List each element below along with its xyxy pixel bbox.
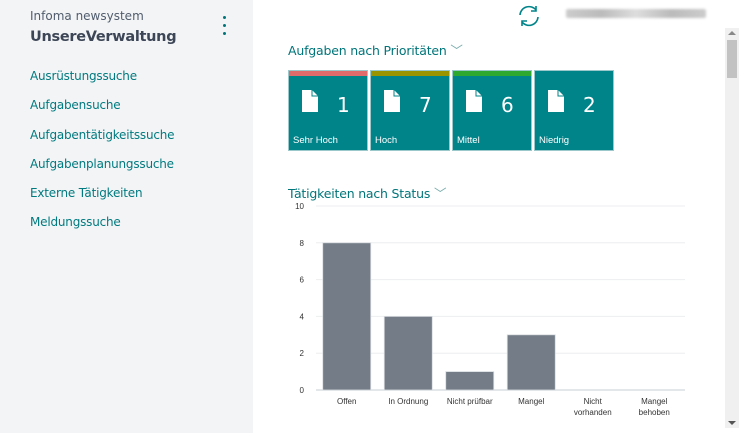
priority-count: 1: [337, 93, 350, 117]
priority-label: Sehr Hoch: [293, 135, 338, 146]
priority-count: 6: [501, 93, 514, 117]
x-tick-label: vorhanden: [574, 408, 612, 417]
priority-label: Mittel: [457, 135, 480, 146]
sidebar-nav: Ausrüstungssuche Aufgabensuche Aufgabent…: [30, 68, 175, 244]
refresh-icon[interactable]: [517, 5, 541, 27]
priority-count: 2: [583, 93, 596, 117]
priority-tile[interactable]: 7 Hoch: [370, 70, 450, 151]
bar[interactable]: [506, 334, 556, 391]
sidebar-item-aufgabensuche[interactable]: Aufgabensuche: [30, 98, 121, 113]
scroll-down-icon[interactable]: [728, 421, 736, 425]
priority-tile[interactable]: 2 Niedrig: [534, 70, 614, 151]
y-tick-label: 6: [300, 276, 305, 285]
sidebar: Infoma newsystem UnsereVerwaltung Ausrüs…: [0, 0, 253, 433]
priorities-title: Aufgaben nach Prioritäten: [288, 43, 447, 58]
priority-label: Niedrig: [539, 135, 570, 146]
scroll-up-icon[interactable]: [728, 31, 736, 35]
y-tick-label: 10: [295, 202, 304, 211]
bar[interactable]: [445, 371, 495, 391]
x-tick-label: In Ordnung: [388, 397, 428, 406]
sidebar-item-aufgabenplanungssuche[interactable]: Aufgabenplanungssuche: [30, 156, 174, 171]
user-menu[interactable]: [566, 9, 706, 18]
main-content: Aufgaben nach Prioritäten ﹀ 1 Sehr Hoch 7 H…: [253, 0, 739, 433]
x-tick-label: Nicht: [584, 397, 603, 406]
x-tick-label: Offen: [337, 397, 356, 406]
document-icon: [302, 90, 318, 112]
document-icon: [548, 90, 564, 112]
app-name: Infoma newsystem: [30, 9, 144, 23]
scrollbar[interactable]: [725, 28, 739, 428]
priority-color-bar: [453, 71, 531, 76]
document-icon: [466, 90, 482, 112]
bar[interactable]: [322, 242, 372, 391]
status-chart-heading[interactable]: Tätigkeiten nach Status ﹀: [288, 183, 446, 202]
priority-tile[interactable]: 1 Sehr Hoch: [288, 70, 368, 151]
priority-label: Hoch: [375, 135, 398, 146]
scrollbar-thumb[interactable]: [727, 40, 737, 78]
x-tick-label: Nicht prüfbar: [447, 397, 493, 406]
x-tick-label: Mangel: [518, 397, 544, 406]
priority-color-bar: [289, 71, 367, 76]
more-options-icon[interactable]: [220, 16, 228, 40]
priority-color-bar: [371, 71, 449, 76]
status-chart-title: Tätigkeiten nach Status: [288, 186, 431, 201]
priority-tile[interactable]: 6 Mittel: [452, 70, 532, 151]
y-tick-label: 4: [300, 312, 305, 321]
priority-count: 7: [419, 93, 432, 117]
bar[interactable]: [383, 316, 433, 391]
document-icon: [384, 90, 400, 112]
x-tick-label: behoben: [639, 408, 670, 417]
chevron-down-icon: ﹀: [446, 43, 463, 58]
chevron-down-icon: ﹀: [430, 186, 447, 201]
x-tick-label: Mangel: [641, 397, 667, 406]
y-tick-label: 0: [300, 386, 305, 395]
y-tick-label: 2: [300, 349, 305, 358]
priorities-heading[interactable]: Aufgaben nach Prioritäten ﹀: [288, 40, 463, 59]
company-name: UnsereVerwaltung: [30, 29, 177, 45]
sidebar-item-meldungssuche[interactable]: Meldungssuche: [30, 215, 121, 230]
sidebar-item-externe-taetigkeiten[interactable]: Externe Tätigkeiten: [30, 186, 143, 201]
status-bar-chart: 0 2 4 6 8 10 Offen In Ordnung Nicht prüfbar Mange…: [295, 202, 685, 417]
sidebar-item-ausruestungssuche[interactable]: Ausrüstungssuche: [30, 69, 137, 83]
y-tick-label: 8: [300, 239, 305, 248]
sidebar-item-aufgabentaetigkeitssuche[interactable]: Aufgabentätigkeitssuche: [30, 127, 175, 142]
